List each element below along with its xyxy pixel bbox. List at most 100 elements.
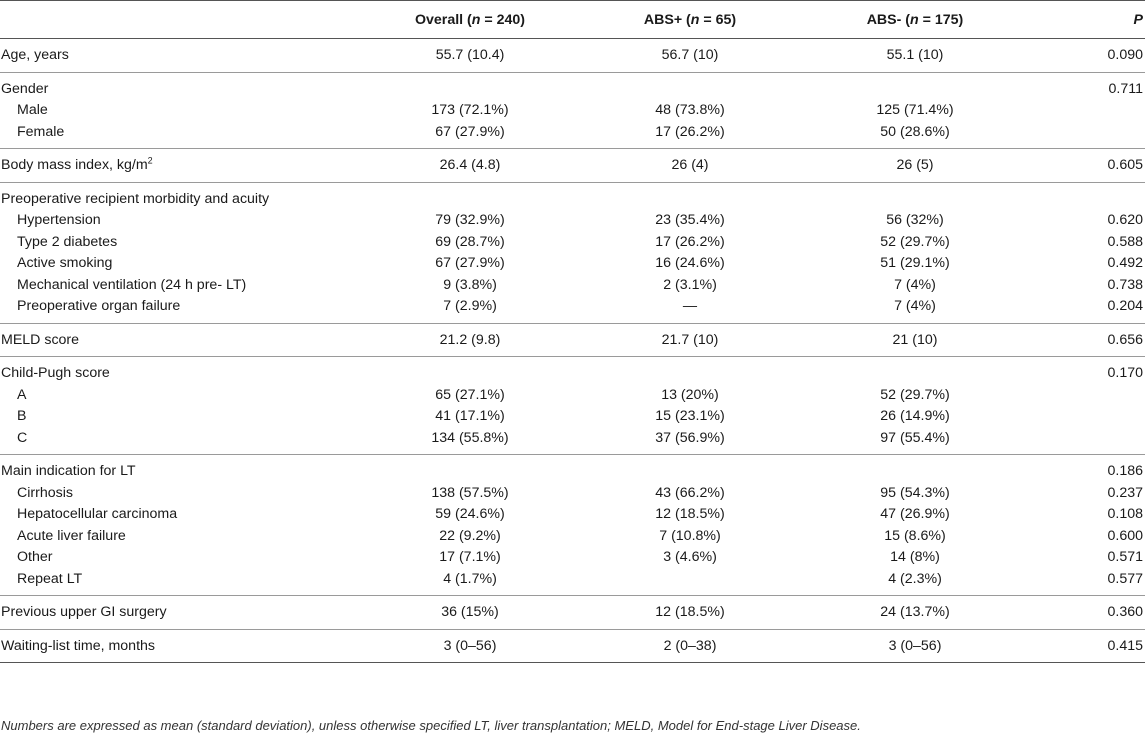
cell-overall-text: 22 (9.2%) <box>439 527 501 544</box>
cell-overall: 134 (55.8%) <box>360 428 580 455</box>
cell-abs-positive <box>580 182 800 210</box>
table-row: Female 67 (27.9%) 17 (26.2%) 50 (28.6%) <box>0 122 1145 149</box>
cell-abs-positive: 12 (18.5%) <box>580 596 800 630</box>
row-label: Cirrhosis <box>0 483 360 505</box>
cell-overall-text: 65 (27.1%) <box>435 386 505 403</box>
cell-p-value <box>1030 385 1145 407</box>
cell-abs-negative: 7 (4%) <box>800 275 1030 297</box>
header-overall-text: Overall (n = 240) <box>414 11 526 28</box>
cell-abs-positive-text: 12 (18.5%) <box>655 506 725 522</box>
cell-abs-negative-text: 55.1 (10) <box>886 47 944 63</box>
table-row: C 134 (55.8%) 37 (56.9%) 97 (55.4%) <box>0 428 1145 455</box>
cell-abs-negative: 97 (55.4%) <box>800 428 1030 455</box>
cell-abs-positive: 26 (4) <box>580 149 800 183</box>
cell-abs-negative-text: 97 (55.4%) <box>880 429 950 446</box>
header-p-text: P <box>1133 11 1143 28</box>
cell-abs-negative: 95 (54.3%) <box>800 483 1030 505</box>
cell-abs-negative: 47 (26.9%) <box>800 504 1030 526</box>
cell-abs-positive-text: 3 (4.6%) <box>663 549 717 565</box>
cell-p-value-text: 0.090 <box>1107 47 1143 63</box>
cell-p-value: 0.237 <box>1030 483 1145 505</box>
row-label: Child-Pugh score <box>0 357 360 385</box>
table-row: Waiting-list time, months 3 (0–56) 2 (0–38… <box>0 629 1145 663</box>
cell-abs-negative <box>800 357 1030 385</box>
cell-abs-negative-text: 52 (29.7%) <box>880 386 950 403</box>
cell-abs-negative: 55.1 (10) <box>800 39 1030 73</box>
cell-abs-negative: 24 (13.7%) <box>800 596 1030 630</box>
cell-p-value: 0.656 <box>1030 323 1145 357</box>
cell-abs-negative-text: 21 (10) <box>892 331 938 348</box>
row-label: Age, years <box>0 39 360 73</box>
header-abs-positive-text: ABS+ (n = 65) <box>643 11 737 28</box>
row-label-text: C <box>17 429 28 446</box>
row-label: Preoperative recipient morbidity and acu… <box>0 182 360 210</box>
row-label: Hepatocellular carcinoma <box>0 504 360 526</box>
cell-abs-negative: 26 (14.9%) <box>800 406 1030 428</box>
cell-p-value: 0.108 <box>1030 504 1145 526</box>
row-label-text: Female <box>17 123 65 140</box>
cell-p-value-text: 0.204 <box>1107 298 1143 314</box>
cell-abs-negative: 15 (8.6%) <box>800 526 1030 548</box>
cell-abs-negative: 14 (8%) <box>800 547 1030 569</box>
cell-overall-text: 173 (72.1%) <box>431 102 509 118</box>
cell-abs-positive-text: 2 (0–38) <box>663 637 717 654</box>
cell-overall-text: 7 (2.9%) <box>443 298 497 314</box>
row-label: Waiting-list time, months <box>0 629 360 663</box>
row-label: Type 2 diabetes <box>0 232 360 254</box>
header-abs-positive: ABS+ (n = 65) <box>580 0 800 39</box>
row-label-text: Other <box>17 549 53 565</box>
cell-abs-negative: 26 (5) <box>800 149 1030 183</box>
cell-overall: 67 (27.9%) <box>360 253 580 275</box>
cell-overall <box>360 455 580 483</box>
cell-abs-negative-text: 15 (8.6%) <box>884 527 946 544</box>
row-label-text: Mechanical ventilation (24 h pre- LT) <box>17 276 247 293</box>
row-label: B <box>0 406 360 428</box>
row-label-text: Cirrhosis <box>17 484 73 501</box>
cell-abs-positive-text: 37 (56.9%) <box>655 429 725 446</box>
cell-abs-positive-text: 43 (66.2%) <box>655 484 725 501</box>
cell-p-value: 0.620 <box>1030 210 1145 232</box>
cell-overall: 7 (2.9%) <box>360 296 580 323</box>
table-row: Active smoking 67 (27.9%) 16 (24.6%) 51 (29… <box>0 253 1145 275</box>
table-row: Gender 0.711 <box>0 72 1145 100</box>
cell-abs-negative: 21 (10) <box>800 323 1030 357</box>
cell-p-value: 0.738 <box>1030 275 1145 297</box>
table-group: Child-Pugh score 0.170 A 65 (27.1%) 13 (20%)… <box>0 357 1145 455</box>
cell-overall: 79 (32.9%) <box>360 210 580 232</box>
row-label: Female <box>0 122 360 149</box>
row-label-text: Waiting-list time, months <box>1 637 155 654</box>
cell-overall: 36 (15%) <box>360 596 580 630</box>
cell-overall: 138 (57.5%) <box>360 483 580 505</box>
table-row: Repeat LT 4 (1.7%) 4 (2.3%) 0.577 <box>0 569 1145 596</box>
cell-overall-text: 26.4 (4.8) <box>439 157 501 173</box>
table-row: MELD score 21.2 (9.8) 21.7 (10) 21 (10) 0.65… <box>0 323 1145 357</box>
cell-overall: 21.2 (9.8) <box>360 323 580 357</box>
row-label-text: MELD score <box>1 331 80 348</box>
cell-overall: 55.7 (10.4) <box>360 39 580 73</box>
table-row: Preoperative recipient morbidity and acu… <box>0 182 1145 210</box>
cell-abs-positive-text: 16 (24.6%) <box>655 255 725 271</box>
row-label: Repeat LT <box>0 569 360 596</box>
cell-abs-positive: 12 (18.5%) <box>580 504 800 526</box>
cell-abs-negative-text: 47 (26.9%) <box>880 506 950 522</box>
row-label: Body mass index, kg/m2 <box>0 149 360 183</box>
table-group: Preoperative recipient morbidity and acu… <box>0 182 1145 323</box>
table-row: Preoperative organ failure 7 (2.9%) — 7 (4%… <box>0 296 1145 323</box>
table-row: Mechanical ventilation (24 h pre- LT) 9 (… <box>0 275 1145 297</box>
cell-abs-negative-text: 51 (29.1%) <box>880 255 950 271</box>
cell-abs-negative <box>800 455 1030 483</box>
cell-p-value <box>1030 182 1145 210</box>
row-label: Gender <box>0 72 360 100</box>
cell-p-value-text: 0.605 <box>1107 157 1143 173</box>
row-label: Preoperative organ failure <box>0 296 360 323</box>
table-row: Type 2 diabetes 69 (28.7%) 17 (26.2%) 52 (2… <box>0 232 1145 254</box>
cell-p-value: 0.090 <box>1030 39 1145 73</box>
cell-abs-positive-text: 13 (20%) <box>661 386 719 403</box>
cell-p-value: 0.204 <box>1030 296 1145 323</box>
cell-overall-text: 79 (32.9%) <box>435 212 505 228</box>
row-label: Active smoking <box>0 253 360 275</box>
cell-abs-negative: 56 (32%) <box>800 210 1030 232</box>
cell-overall: 41 (17.1%) <box>360 406 580 428</box>
cell-abs-negative-text: 4 (2.3%) <box>888 570 942 587</box>
